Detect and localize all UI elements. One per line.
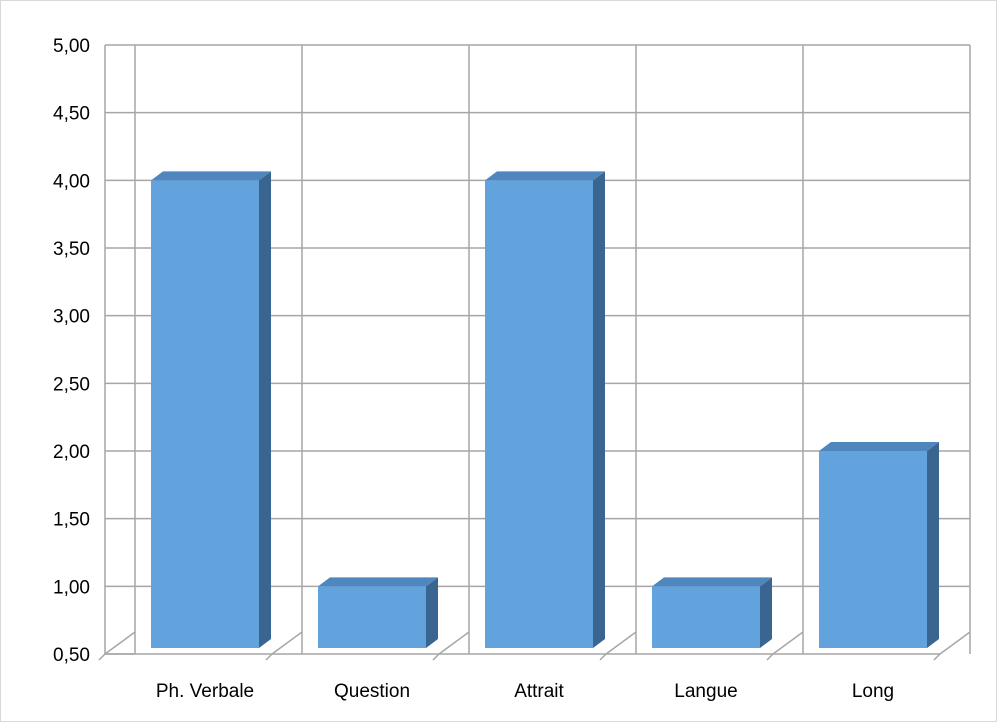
bar-front-face <box>318 586 426 648</box>
x-tick-mark <box>98 653 106 661</box>
bar-langue <box>652 577 772 648</box>
y-tick-label: 0,50 <box>53 645 90 666</box>
x-category-label: Langue <box>674 681 737 702</box>
x-category-label: Long <box>852 681 894 702</box>
y-tick-label: 3,00 <box>53 307 90 328</box>
x-category-label: Attrait <box>514 681 564 702</box>
bar-front-face <box>819 451 927 648</box>
axes <box>98 45 971 661</box>
floor-divider <box>104 631 136 655</box>
y-tick-label: 4,50 <box>53 104 90 125</box>
x-tick-mark <box>432 653 440 661</box>
x-axis-category-labels: Ph. Verbale Question Attrait Langue Long <box>156 681 894 702</box>
floor-divider <box>438 631 470 655</box>
floor-divider <box>605 631 637 655</box>
bar-front-face <box>485 180 593 649</box>
y-tick-label: 2,50 <box>53 374 90 395</box>
y-tick-label: 1,00 <box>53 577 90 598</box>
bar-top-face <box>485 171 605 181</box>
x-category-label: Question <box>334 681 410 702</box>
floor-divider <box>271 631 303 655</box>
y-tick-label: 3,50 <box>53 239 90 260</box>
bars <box>151 171 939 649</box>
bar-ph-verbale <box>151 171 271 649</box>
y-tick-label: 5,00 <box>53 36 90 57</box>
bar-front-face <box>652 586 760 648</box>
bar-top-face <box>318 577 438 587</box>
bar-top-face <box>819 442 939 451</box>
y-tick-label: 1,50 <box>53 510 90 531</box>
floor-divider <box>939 631 971 655</box>
bar-side-face <box>593 171 605 649</box>
bar-side-face <box>259 171 271 649</box>
x-tick-mark <box>599 653 607 661</box>
x-tick-mark <box>766 653 774 661</box>
bar-front-face <box>151 180 259 649</box>
bar-question <box>318 577 438 648</box>
bar-long <box>819 442 939 648</box>
x-tick-mark <box>933 653 941 661</box>
y-tick-label: 2,00 <box>53 442 90 463</box>
bar-side-face <box>927 442 939 648</box>
bar-side-face <box>760 577 772 648</box>
x-tick-mark <box>265 653 273 661</box>
bar-top-face <box>652 577 772 587</box>
x-category-label: Ph. Verbale <box>156 681 254 702</box>
y-axis-tick-labels: 0,50 1,00 1,50 2,00 2,50 3,00 3,50 4,00 4,50 5,00 <box>53 36 90 666</box>
bar-side-face <box>426 577 438 648</box>
bar-attrait <box>485 171 605 649</box>
y-tick-label: 4,00 <box>53 171 90 192</box>
bar-top-face <box>151 171 271 181</box>
floor-divider <box>772 631 804 655</box>
